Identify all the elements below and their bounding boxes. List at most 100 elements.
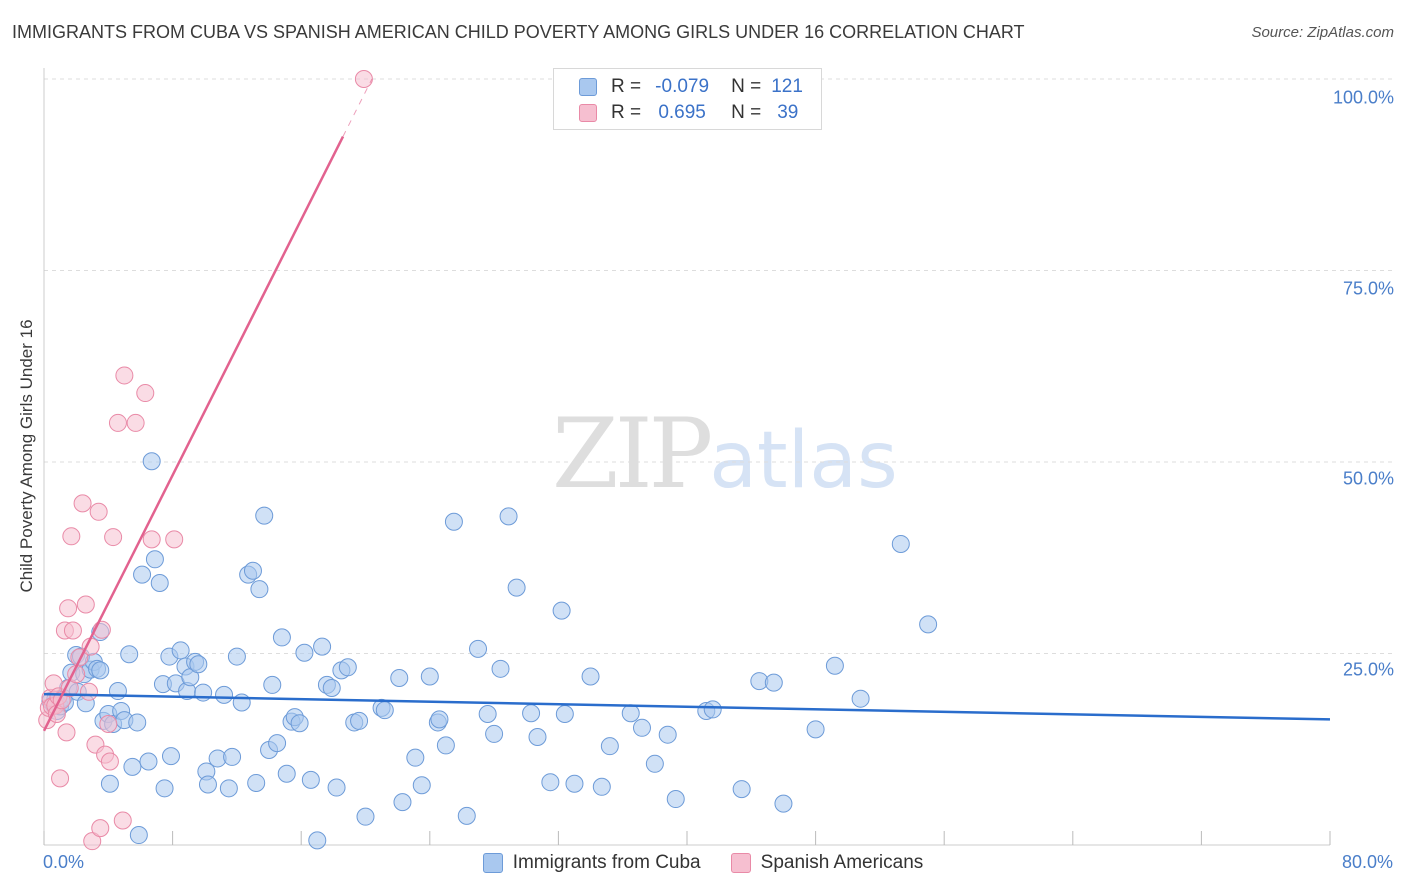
point-cuba — [600, 737, 619, 756]
point-cuba — [507, 578, 526, 597]
point-cuba — [215, 685, 234, 704]
point-cuba — [485, 724, 504, 743]
series-legend-label: Immigrants from Cuba — [512, 852, 701, 873]
y-tick-label-100: 100.0% — [1332, 87, 1394, 108]
point-cuba — [108, 682, 127, 701]
point-cuba — [491, 659, 510, 678]
point-spanish-american — [115, 366, 134, 385]
point-cuba — [541, 773, 560, 792]
point-cuba — [290, 714, 309, 733]
point-cuba — [666, 790, 685, 809]
point-cuba — [528, 727, 547, 746]
series-legend-item-spanish[interactable]: Spanish Americans — [730, 852, 924, 874]
point-cuba — [322, 678, 341, 697]
point-cuba — [227, 647, 246, 666]
point-cuba — [457, 806, 476, 825]
point-cuba — [142, 452, 161, 471]
point-spanish-american — [76, 595, 95, 614]
point-cuba — [277, 764, 296, 783]
point-spanish-american — [142, 530, 161, 549]
series-legend: Immigrants from Cuba Spanish Americans — [0, 852, 1406, 874]
point-cuba — [919, 615, 938, 634]
stats-legend-row-spanish: R = 0.695 N = 39 — [554, 100, 798, 126]
point-cuba — [658, 725, 677, 744]
point-cuba — [250, 580, 269, 599]
legend-swatch-pink — [579, 104, 597, 122]
point-cuba — [133, 565, 152, 584]
point-cuba — [621, 704, 640, 723]
point-spanish-american — [100, 752, 119, 771]
point-cuba — [171, 641, 190, 660]
point-spanish-american — [91, 819, 110, 838]
point-cuba — [219, 779, 238, 798]
point-cuba — [350, 711, 369, 730]
point-spanish-american — [62, 527, 81, 546]
point-spanish-american — [63, 621, 82, 640]
y-tick-label-75: 75.0% — [1342, 278, 1394, 299]
point-spanish-american — [104, 528, 123, 547]
series-legend-label: Spanish Americans — [760, 852, 924, 873]
point-spanish-american — [80, 682, 99, 701]
point-cuba — [393, 793, 412, 812]
point-spanish-american — [51, 769, 70, 788]
n-label: N = — [731, 76, 762, 97]
point-spanish-american — [99, 714, 118, 733]
point-spanish-american — [59, 599, 78, 618]
point-cuba — [145, 550, 164, 569]
point-spanish-american — [89, 502, 108, 521]
n-value: 39 — [777, 102, 799, 123]
r-value: 0.695 — [658, 102, 706, 123]
point-cuba — [295, 643, 314, 662]
point-cuba — [129, 826, 148, 845]
point-cuba — [91, 661, 110, 680]
point-spanish-american — [354, 70, 373, 88]
point-cuba — [552, 601, 571, 620]
point-spanish-american — [73, 494, 92, 513]
point-cuba — [764, 673, 783, 692]
point-cuba — [327, 778, 346, 797]
point-cuba — [499, 507, 518, 526]
r-value: -0.079 — [655, 76, 710, 97]
point-cuba — [268, 734, 287, 753]
point-cuba — [120, 645, 139, 664]
series-legend-item-cuba[interactable]: Immigrants from Cuba — [482, 852, 701, 874]
point-cuba — [478, 705, 497, 724]
point-cuba — [774, 794, 793, 813]
point-cuba — [430, 710, 449, 729]
point-cuba — [247, 773, 266, 792]
point-cuba — [232, 693, 251, 712]
point-cuba — [732, 780, 751, 799]
point-cuba — [243, 561, 262, 580]
point-cuba — [825, 656, 844, 675]
point-cuba — [301, 770, 320, 789]
point-spanish-american — [136, 384, 155, 403]
point-cuba — [100, 774, 119, 793]
point-cuba — [198, 775, 217, 794]
point-cuba — [632, 718, 651, 737]
point-cuba — [406, 748, 425, 767]
point-cuba — [123, 757, 142, 776]
point-cuba — [150, 574, 169, 593]
stats-legend-row-cuba: R = -0.079 N = 121 — [554, 74, 803, 100]
point-cuba — [581, 667, 600, 686]
point-cuba — [223, 747, 242, 766]
legend-swatch-blue — [579, 78, 597, 96]
x-tick-label-max: 80.0% — [1341, 852, 1393, 872]
trendline-spanish-american-extension — [342, 78, 373, 137]
y-tick-label-50: 50.0% — [1342, 468, 1394, 489]
n-label: N = — [731, 102, 762, 123]
point-cuba — [436, 736, 455, 755]
point-cuba — [469, 639, 488, 658]
trendline-cuba — [43, 692, 1331, 721]
point-cuba — [356, 807, 375, 826]
stats-legend: R = -0.079 N = 121 R = 0.695 N = 39 — [553, 68, 822, 130]
point-cuba — [313, 637, 332, 656]
point-cuba — [139, 752, 158, 771]
trendline-spanish-american — [42, 135, 345, 732]
point-cuba — [703, 700, 722, 719]
point-cuba — [412, 776, 431, 795]
point-cuba — [555, 705, 574, 724]
point-cuba — [155, 779, 174, 798]
point-cuba — [645, 754, 664, 773]
y-tick-label-25: 25.0% — [1342, 659, 1394, 680]
